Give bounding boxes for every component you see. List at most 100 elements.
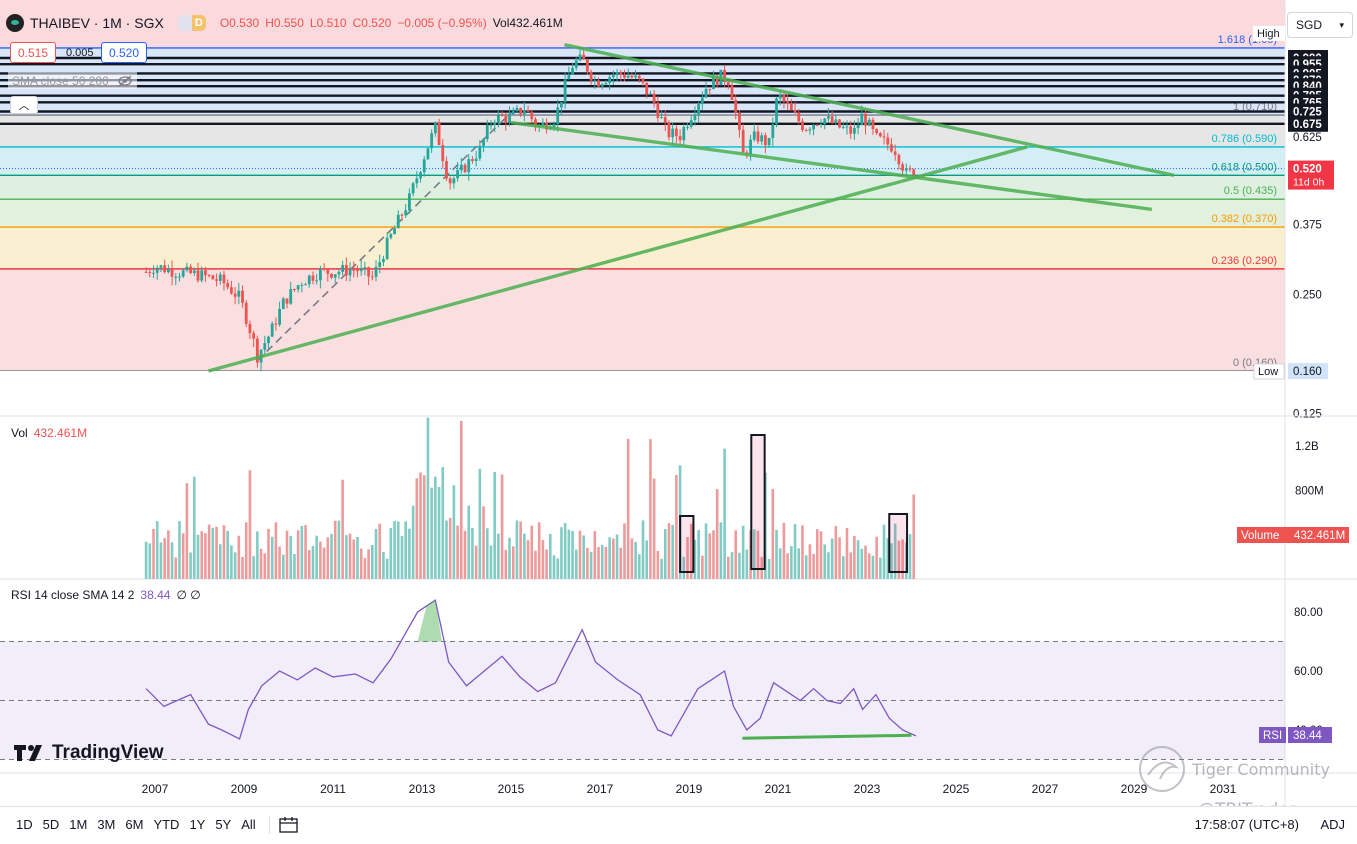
candle-body [356, 269, 359, 272]
candle-body [255, 338, 259, 363]
eye-hidden-icon[interactable] [117, 75, 133, 87]
date-range-icon[interactable] [278, 816, 300, 834]
volume-bar [893, 523, 897, 579]
candle-body [563, 79, 567, 103]
adj-toggle[interactable]: ADJ [1320, 817, 1345, 832]
currency-selector[interactable]: SGD ▾ [1287, 12, 1353, 38]
range-button-1d[interactable]: 1D [16, 817, 33, 832]
dashed-line [256, 112, 512, 362]
candle-body [771, 124, 775, 138]
fib-band [0, 146, 1285, 176]
volume-legend-label: Vol [11, 426, 28, 440]
candle-body [760, 135, 764, 142]
candle-body [634, 75, 637, 78]
rsi-legend[interactable]: RSI 14 close SMA 14 2 38.44 ∅ ∅ [11, 588, 201, 602]
volume-bar [159, 542, 163, 579]
fib-level-label: 1 (0.710) [1233, 101, 1277, 113]
candle-body [485, 124, 489, 140]
volume-tick-label: 1.2B [1295, 441, 1319, 453]
volume-bar [460, 420, 463, 579]
volume-bar [771, 488, 775, 579]
candle-body [267, 336, 270, 344]
candle-body [411, 183, 415, 194]
range-button-ytd[interactable]: YTD [153, 817, 180, 832]
symbol-title[interactable]: THAIBEV · 1M · SGX [30, 15, 164, 31]
volume-bar [478, 468, 482, 579]
candle-body [430, 133, 434, 149]
candle-body [726, 82, 730, 86]
candle-body [708, 88, 712, 90]
candle-body [856, 125, 860, 128]
sma-indicator-legend[interactable]: SMA close 50 200 [8, 72, 137, 89]
candle-body [281, 298, 285, 309]
volume-bar [589, 551, 593, 579]
flag-badges[interactable]: D [177, 15, 206, 31]
candle-body [582, 54, 586, 60]
currency-label: SGD [1296, 18, 1323, 32]
candle-body [404, 210, 408, 216]
chart-canvas[interactable]: 1.618 (1.05)1 (0.710)0.786 (0.590)0.618 … [0, 0, 1357, 806]
candle-body [333, 274, 337, 278]
volume-bar [767, 558, 771, 579]
volume-bar [211, 527, 215, 579]
tradingview-logo[interactable]: TradingView [14, 742, 164, 764]
volume-bar [289, 535, 293, 579]
clock-timezone[interactable]: 17:58:07 (UTC+8) [1194, 817, 1299, 832]
ask-button[interactable]: 0.520 [101, 42, 147, 63]
bid-button[interactable]: 0.515 [10, 42, 56, 63]
volume-bar [819, 531, 823, 579]
volume-bar [356, 537, 359, 579]
collapse-legend-button[interactable]: ︿ [10, 96, 38, 114]
chevron-up-icon: ︿ [18, 100, 30, 112]
volume-bar [445, 520, 448, 579]
range-button-3m[interactable]: 3M [97, 817, 116, 832]
volume-bar [352, 539, 356, 579]
volume-bar [719, 522, 723, 579]
volume-bar [549, 534, 552, 579]
range-button-all[interactable]: All [241, 817, 256, 832]
candle-body [296, 285, 300, 290]
candle-body [311, 275, 315, 281]
candle-body [452, 178, 456, 184]
range-button-1y[interactable]: 1Y [189, 817, 206, 832]
volume-bar [715, 489, 719, 579]
range-button-5d[interactable]: 5D [42, 817, 60, 832]
fib-band [0, 175, 1285, 200]
fib-band-top [0, 0, 1285, 48]
candle-body [645, 82, 649, 95]
fib-band [0, 268, 1285, 371]
time-tick-label: 2025 [943, 782, 970, 796]
volume-bar [593, 531, 597, 579]
candle-body [567, 74, 571, 80]
range-button-6m[interactable]: 6M [125, 817, 144, 832]
candle-body [148, 271, 152, 273]
volume-bar [441, 467, 445, 579]
candle-body [448, 178, 452, 184]
volume-bar [385, 558, 389, 579]
candle-body [819, 124, 823, 126]
price-tick-label: 0.625 [1293, 132, 1322, 144]
volume-bar [148, 543, 152, 579]
volume-bar [734, 530, 738, 579]
volume-legend[interactable]: Vol 432.461M [11, 426, 87, 440]
low-label-bg [1253, 363, 1285, 380]
volume-tag-label: Volume [1241, 530, 1279, 542]
candle-body [530, 111, 534, 120]
volume-bar [671, 524, 674, 579]
candle-body [459, 164, 463, 171]
range-button-1m[interactable]: 1M [69, 817, 88, 832]
badge-d[interactable]: D [191, 15, 206, 31]
candle-body [181, 270, 185, 277]
range-button-5y[interactable]: 5Y [215, 817, 232, 832]
candle-body [585, 59, 589, 72]
volume-bar [181, 533, 185, 579]
badge-left[interactable] [177, 15, 192, 31]
candle-body [196, 270, 200, 281]
candle-body [730, 85, 734, 101]
volume-bar [189, 552, 192, 579]
candle-body [560, 102, 563, 108]
candle-body [608, 77, 612, 83]
volume-bar [578, 530, 582, 579]
candle-body [571, 67, 574, 75]
level-tag-bg [1288, 103, 1328, 120]
